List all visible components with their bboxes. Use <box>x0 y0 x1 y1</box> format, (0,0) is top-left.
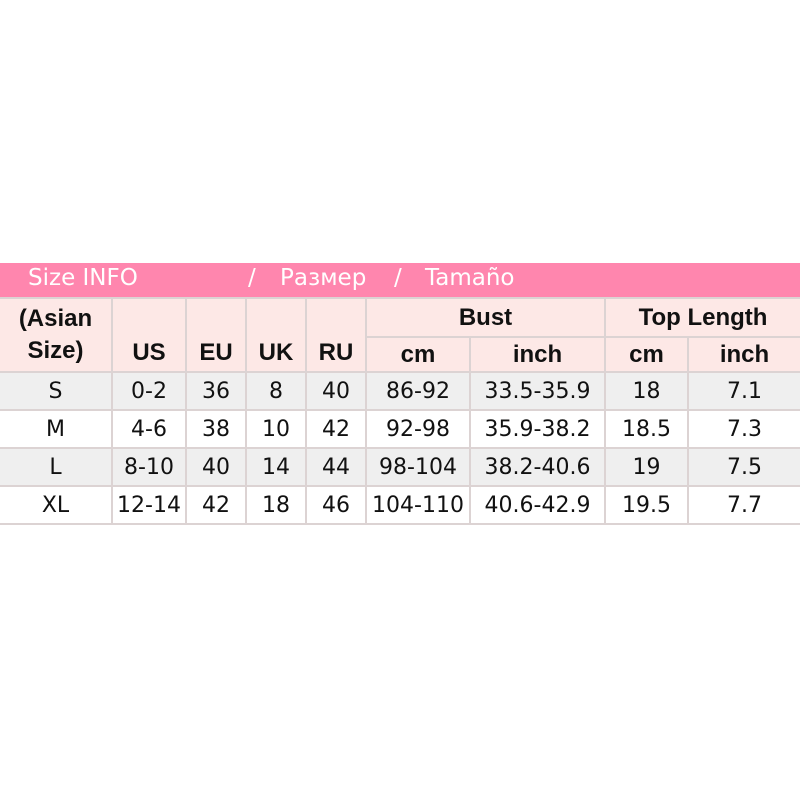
table-row: L 8-10 40 14 44 98-104 38.2-40.6 19 7.5 <box>0 447 800 487</box>
cell-bust-inch: 38.2-40.6 <box>469 447 606 487</box>
header-asian-size: (Asian Size) <box>0 297 113 373</box>
subheader-row: cm inch cm inch <box>0 336 800 373</box>
cell-us: 0-2 <box>111 371 187 411</box>
title-separator: / <box>248 265 256 291</box>
cell-size: M <box>0 409 113 449</box>
cell-top-inch: 7.1 <box>686 371 800 411</box>
cell-eu: 40 <box>185 447 247 487</box>
header-eu: EU <box>185 297 247 373</box>
header-top-cm: cm <box>604 336 689 373</box>
cell-top-inch: 7.7 <box>686 485 800 525</box>
cell-size: XL <box>0 485 113 525</box>
cell-eu: 36 <box>185 371 247 411</box>
cell-eu: 38 <box>185 409 247 449</box>
header-bust-inch: inch <box>469 336 606 373</box>
cell-bust-cm: 86-92 <box>365 371 471 411</box>
cell-ru: 46 <box>305 485 367 525</box>
cell-size: S <box>0 371 113 411</box>
cell-eu: 42 <box>185 485 247 525</box>
header-row: (Asian Size) US EU UK RU Bust Top Length <box>0 297 800 373</box>
cell-us: 12-14 <box>111 485 187 525</box>
cell-size: L <box>0 447 113 487</box>
cell-bust-inch: 33.5-35.9 <box>469 371 606 411</box>
cell-bust-inch: 35.9-38.2 <box>469 409 606 449</box>
cell-top-inch: 7.3 <box>686 409 800 449</box>
title-separator: / <box>394 265 402 291</box>
table-row: S 0-2 36 8 40 86-92 33.5-35.9 18 7.1 <box>0 371 800 411</box>
cell-uk: 10 <box>245 409 307 449</box>
header-bust-cm: cm <box>365 336 471 373</box>
cell-uk: 14 <box>245 447 307 487</box>
cell-ru: 44 <box>305 447 367 487</box>
header-uk: UK <box>245 297 307 373</box>
cell-bust-inch: 40.6-42.9 <box>469 485 606 525</box>
header-top-inch: inch <box>686 336 800 373</box>
cell-us: 8-10 <box>111 447 187 487</box>
header-us: US <box>111 297 187 373</box>
cell-top-cm: 18.5 <box>604 409 689 449</box>
cell-us: 4-6 <box>111 409 187 449</box>
cell-ru: 40 <box>305 371 367 411</box>
cell-top-cm: 18 <box>604 371 689 411</box>
cell-bust-cm: 92-98 <box>365 409 471 449</box>
table-row: M 4-6 38 10 42 92-98 35.9-38.2 18.5 7.3 <box>0 409 800 449</box>
cell-top-cm: 19.5 <box>604 485 689 525</box>
header-ru: RU <box>305 297 367 373</box>
cell-bust-cm: 98-104 <box>365 447 471 487</box>
table-row: XL 12-14 42 18 46 104-110 40.6-42.9 19.5 7.7 <box>0 485 800 525</box>
title-spanish: Tamaño <box>425 265 515 291</box>
cell-ru: 42 <box>305 409 367 449</box>
cell-uk: 8 <box>245 371 307 411</box>
size-chart-table: (Asian Size) US EU UK RU Bust Top Length … <box>0 297 800 525</box>
title-russian: Размер <box>280 265 367 291</box>
cell-uk: 18 <box>245 485 307 525</box>
cell-top-cm: 19 <box>604 447 689 487</box>
cell-top-inch: 7.5 <box>686 447 800 487</box>
cell-bust-cm: 104-110 <box>365 485 471 525</box>
header-bust: Bust <box>365 297 606 338</box>
title-english: Size INFO <box>28 265 138 291</box>
size-info-title-bar: Size INFO / Размер / Tamaño <box>0 263 800 297</box>
header-top-length: Top Length <box>603 297 800 338</box>
